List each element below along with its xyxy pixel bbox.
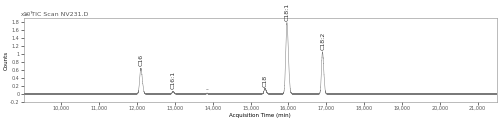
Text: x10⁷: x10⁷ bbox=[21, 12, 34, 17]
Text: C16: C16 bbox=[138, 54, 143, 66]
Text: C16:1: C16:1 bbox=[171, 71, 176, 89]
Text: C18: C18 bbox=[262, 75, 268, 87]
Text: –: – bbox=[206, 87, 208, 92]
Y-axis label: Counts: Counts bbox=[4, 50, 8, 70]
Text: C18:1: C18:1 bbox=[284, 3, 290, 21]
X-axis label: Acquisition Time (min): Acquisition Time (min) bbox=[229, 113, 291, 117]
Text: + TIC Scan NV231.D: + TIC Scan NV231.D bbox=[24, 12, 88, 17]
Text: C18:2: C18:2 bbox=[320, 32, 326, 50]
